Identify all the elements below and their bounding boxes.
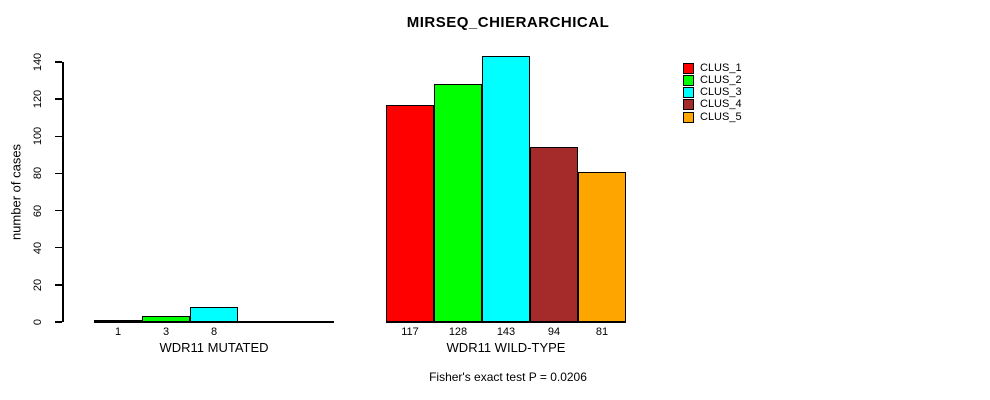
- legend-row: CLUS_2: [683, 74, 742, 86]
- bar-value-label: 94: [547, 326, 561, 338]
- y-tick-label: 100: [32, 127, 44, 146]
- bar-CLUS_2: [434, 84, 482, 322]
- bar-value-label: 1: [114, 326, 122, 338]
- x-group-label: WDR11 WILD-TYPE: [446, 340, 566, 355]
- y-tick-label: 140: [32, 52, 44, 72]
- bar-CLUS_1: [94, 320, 142, 322]
- legend-label: CLUS_3: [700, 86, 742, 99]
- legend-swatch-CLUS_3: [683, 87, 694, 99]
- y-tick-label: 40: [32, 241, 44, 254]
- bar-value-label: 143: [496, 326, 516, 338]
- bar-CLUS_5: [578, 172, 626, 322]
- group-baseline: [94, 321, 334, 323]
- legend-swatch-CLUS_4: [683, 99, 694, 111]
- legend-label: CLUS_4: [700, 98, 742, 111]
- y-tick-label: 60: [32, 204, 44, 217]
- legend-label: CLUS_1: [700, 61, 742, 74]
- bar-value-label: 3: [162, 326, 170, 338]
- y-tick-label: 0: [32, 318, 44, 326]
- bar-CLUS_3: [482, 56, 530, 322]
- chart-title: MIRSEQ_CHIERARCHICAL: [406, 14, 610, 31]
- y-tick-mark: [55, 246, 62, 249]
- stat-annotation: Fisher's exact test P = 0.0206: [429, 370, 587, 384]
- bar-CLUS_1: [386, 105, 434, 322]
- bar-value-label: 128: [448, 326, 468, 338]
- y-tick-mark: [55, 61, 62, 63]
- y-tick-label: 80: [32, 167, 44, 180]
- legend-row: CLUS_5: [683, 111, 742, 123]
- y-tick-mark: [55, 321, 62, 323]
- y-tick-mark: [55, 98, 62, 100]
- legend-swatch-CLUS_1: [683, 62, 694, 74]
- legend-label: CLUS_2: [700, 73, 742, 86]
- bar-value-label: 117: [401, 326, 419, 338]
- y-tick-mark: [55, 135, 62, 138]
- legend-swatch-CLUS_2: [683, 74, 694, 86]
- y-tick-label: 20: [32, 278, 44, 291]
- legend-row: CLUS_4: [683, 99, 742, 111]
- y-axis-label: number of cases: [8, 143, 24, 241]
- bar-CLUS_2: [142, 316, 190, 322]
- legend-row: CLUS_3: [683, 87, 742, 99]
- bar-CLUS_4: [530, 147, 578, 322]
- bar-CLUS_3: [190, 307, 238, 322]
- bar-value-label: 81: [595, 326, 609, 338]
- bar-value-label: 8: [210, 326, 218, 338]
- y-tick-label: 120: [32, 89, 44, 109]
- legend-label: CLUS_5: [700, 110, 742, 123]
- y-tick-mark: [55, 172, 62, 175]
- y-axis-line: [62, 62, 64, 322]
- group-baseline: [386, 321, 626, 323]
- x-group-label: WDR11 MUTATED: [159, 340, 269, 355]
- legend-row: CLUS_1: [683, 62, 742, 74]
- y-tick-mark: [55, 284, 62, 286]
- y-tick-mark: [55, 209, 62, 212]
- legend-swatch-CLUS_5: [683, 111, 694, 123]
